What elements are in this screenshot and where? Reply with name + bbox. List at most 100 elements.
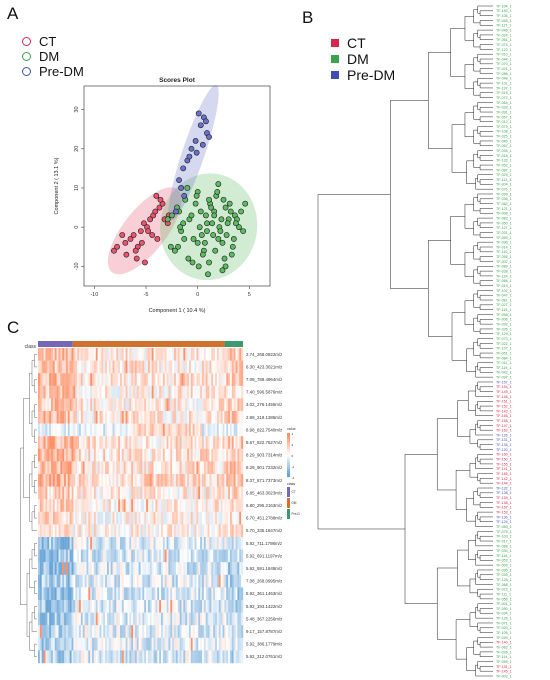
heatmap-cell: [86, 574, 89, 588]
heatmap-cell: [235, 587, 238, 601]
heatmap-cell: [121, 474, 124, 487]
heatmap-cell: [105, 499, 108, 512]
heatmap-cell: [172, 474, 175, 487]
heatmap-cell: [92, 461, 95, 475]
heatmap-cell: [71, 411, 74, 424]
heatmap-cell: [67, 587, 70, 601]
heatmap-cell: [101, 625, 104, 638]
heatmap-cell: [103, 474, 106, 487]
heatmap-cell: [38, 511, 41, 525]
heatmap-cell: [112, 348, 115, 361]
heatmap-cell: [216, 499, 219, 512]
heatmap-cell: [222, 549, 225, 563]
heatmap-cell: [162, 385, 165, 399]
heatmap-cell: [153, 612, 156, 626]
heatmap-cell: [134, 499, 137, 512]
heatmap-cell: [213, 348, 216, 361]
heatmap-cell: [177, 461, 180, 475]
heatmap-cell: [215, 562, 218, 575]
heatmap-cell: [226, 587, 229, 601]
heatmap-cell: [101, 650, 104, 664]
heatmap-cell: [183, 461, 186, 475]
heatmap-cell: [73, 360, 76, 374]
heatmap-cell: [194, 625, 197, 638]
heatmap-cell: [38, 461, 41, 475]
score-point-dm: [205, 271, 211, 278]
heatmap-cell: [108, 474, 111, 487]
dendrogram-leaf-label: TF-147_1: [496, 424, 512, 428]
heatmap-cell: [58, 574, 61, 588]
heatmap-cell: [147, 524, 151, 538]
heatmap-cell: [229, 423, 233, 437]
heatmap-cell: [164, 411, 167, 424]
heatmap-cell: [38, 600, 41, 613]
heatmap-cell: [215, 587, 218, 601]
heatmap-cell: [220, 612, 223, 626]
heatmap-cell: [90, 549, 93, 563]
heatmap-cell: [159, 537, 162, 550]
dendrogram-leaf-label: TF-010_1: [496, 53, 512, 57]
heatmap-cell: [99, 474, 102, 487]
heatmap-cell: [166, 411, 169, 424]
heatmap-cell: [121, 411, 124, 424]
heatmap-cell: [39, 587, 42, 601]
heatmap-cell: [47, 562, 50, 575]
heatmap-cell: [69, 360, 72, 374]
heatmap-cell: [56, 537, 59, 550]
heatmap-cell: [88, 562, 91, 575]
heatmap-cell: [136, 574, 139, 588]
heatmap-cell: [220, 625, 223, 638]
heatmap-cell: [142, 423, 145, 437]
heatmap-cell: [172, 637, 175, 651]
heatmap-cell: [181, 423, 184, 437]
heatmap-cell: [164, 474, 167, 487]
heatmap-cell: [205, 612, 208, 626]
heatmap-cell: [218, 612, 221, 626]
heatmap-cell: [229, 398, 233, 412]
heatmap-cell: [213, 461, 216, 475]
colorbar-step: [287, 449, 290, 452]
heatmap-cell: [144, 511, 147, 525]
heatmap-cell: [65, 398, 69, 412]
heatmap-cell: [39, 461, 42, 475]
heatmap-cell: [129, 373, 132, 386]
heatmap-cell: [155, 411, 158, 424]
heatmap-cell: [146, 562, 149, 575]
heatmap-cell: [216, 411, 219, 424]
heatmap-cell: [233, 511, 236, 525]
heatmap-cell: [147, 461, 151, 475]
heatmap-cell: [120, 398, 123, 412]
heatmap-cell: [147, 486, 151, 500]
heatmap-cell: [73, 650, 76, 664]
heatmap-cell: [181, 537, 184, 550]
heatmap-cell: [218, 348, 221, 361]
heatmap-cell: [202, 600, 205, 613]
heatmap-cell: [82, 385, 85, 399]
heatmap-cell: [75, 600, 78, 613]
heatmap-cell: [151, 348, 154, 361]
heatmap-cell: [157, 511, 160, 525]
heatmap-cell: [229, 373, 233, 386]
heatmap-cell: [235, 650, 238, 664]
heatmap-cell: [216, 486, 219, 500]
heatmap-cell: [159, 411, 162, 424]
heatmap-cell: [205, 423, 208, 437]
heatmap-cell: [149, 511, 152, 525]
heatmap-cell: [147, 587, 151, 601]
heatmap-cell: [181, 600, 184, 613]
heatmap-cell: [218, 574, 221, 588]
heatmap-cell: [164, 549, 167, 563]
heatmap-cell: [88, 549, 91, 563]
heatmap-cell: [112, 625, 115, 638]
heatmap-cell: [93, 612, 96, 626]
heatmap-cell: [56, 499, 59, 512]
heatmap-cell: [157, 385, 160, 399]
heatmap-cell: [77, 360, 80, 374]
heatmap-cell: [120, 373, 123, 386]
heatmap-cell: [110, 537, 113, 550]
score-point-dm: [185, 255, 192, 262]
heatmap-cell: [125, 637, 128, 651]
heatmap-cell: [120, 348, 123, 361]
heatmap-cell: [159, 511, 162, 525]
heatmap-cell: [45, 398, 48, 412]
